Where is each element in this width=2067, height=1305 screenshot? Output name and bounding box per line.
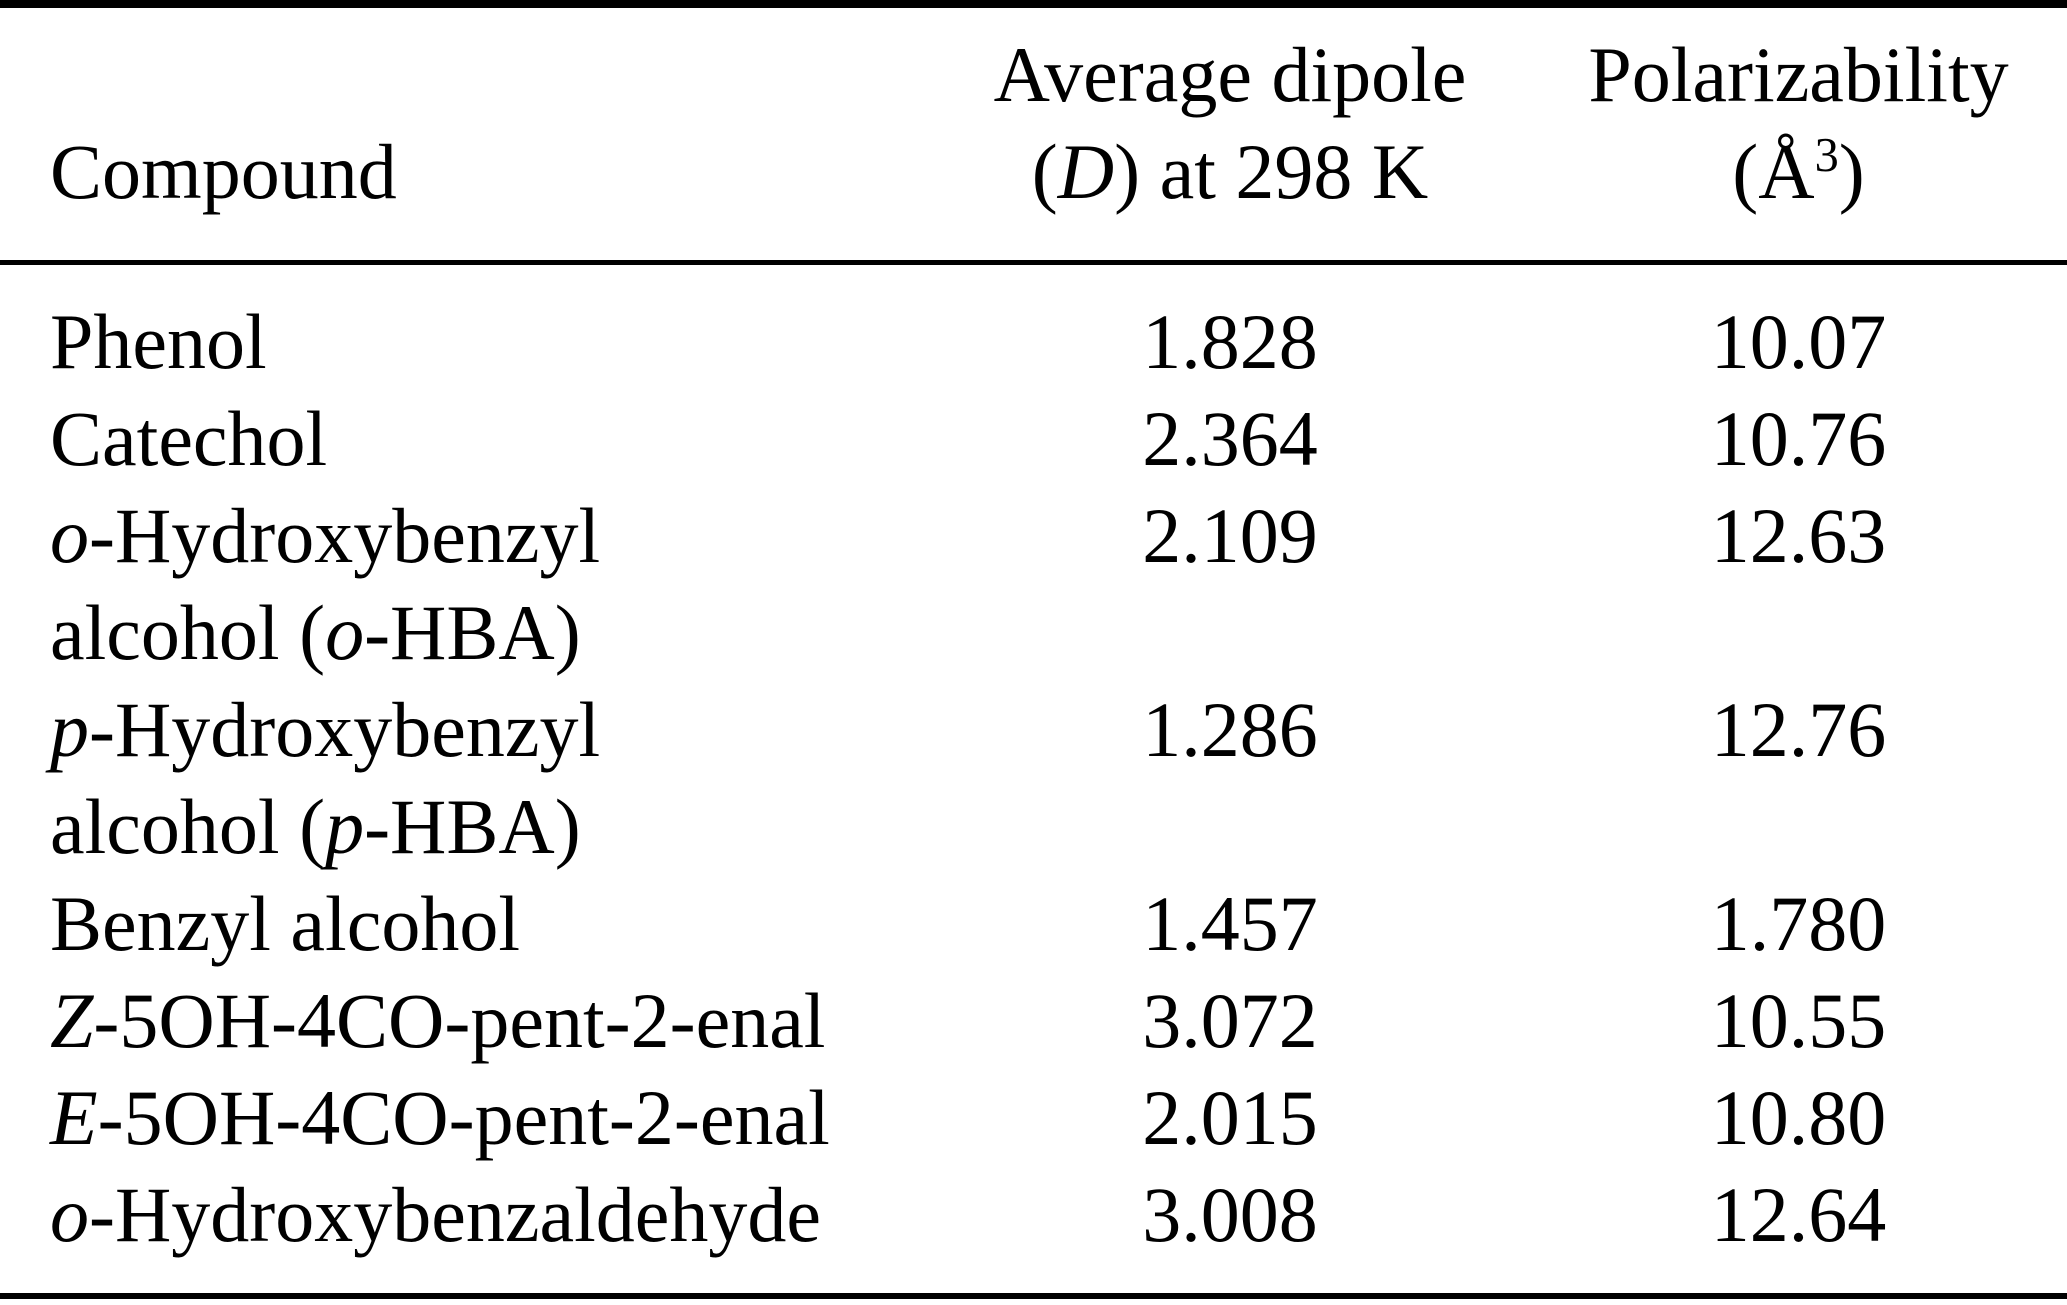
table-top-rule <box>0 0 2067 8</box>
header-dipole-line1: Average dipole <box>993 31 1467 118</box>
text-segment: Benzyl alcohol <box>50 880 521 967</box>
text-segment: o <box>325 589 365 676</box>
compound-name-line: Phenol <box>50 293 990 390</box>
polarizability-value: 1.780 <box>1710 880 1887 967</box>
compound-cell: Benzyl alcohol <box>0 875 990 972</box>
compound-name-line: alcohol (p-HBA) <box>50 778 990 875</box>
dipole-value: 2.015 <box>1142 1074 1318 1161</box>
compound-name-line: Benzyl alcohol <box>50 875 990 972</box>
polarizability-value: 12.64 <box>1710 1171 1887 1258</box>
text-segment: -HBA) <box>364 783 581 870</box>
compound-name-line: Z-5OH-4CO-pent-2-enal <box>50 972 990 1069</box>
dipole-value: 3.008 <box>1142 1171 1318 1258</box>
compound-cell: Z-5OH-4CO-pent-2-enal <box>0 972 990 1069</box>
text-segment: E <box>50 1074 98 1161</box>
dipole-value: 3.072 <box>1142 977 1318 1064</box>
compound-cell: o-Hydroxybenzaldehyde <box>0 1166 990 1263</box>
table-body: Phenol 1.828 10.07 Catechol 2.364 10.76 o-Hydr… <box>0 265 2067 1263</box>
text-segment: 3 <box>1814 129 1839 182</box>
header-polarizability-line1: Polarizability <box>1588 31 2009 118</box>
dipole-value: 2.109 <box>1142 492 1318 579</box>
compound-name-line: o-Hydroxybenzaldehyde <box>50 1166 990 1263</box>
table-row: Phenol 1.828 10.07 <box>0 293 2067 390</box>
text-segment: ) at 298 K <box>1114 128 1429 215</box>
text-segment: ( <box>1031 128 1058 215</box>
header-dipole-line2: (D) at 298 K <box>990 123 1470 220</box>
table-row: Z-5OH-4CO-pent-2-enal 3.072 10.55 <box>0 972 2067 1069</box>
table-row: o-Hydroxybenzaldehyde 3.008 12.64 <box>0 1166 2067 1263</box>
text-segment: Catechol <box>50 395 328 482</box>
compound-name-line: alcohol (o-HBA) <box>50 584 990 681</box>
compound-name-line: o-Hydroxybenzyl <box>50 487 990 584</box>
compound-cell: Catechol <box>0 390 990 487</box>
text-segment: -HBA) <box>364 589 581 676</box>
table-row: p-Hydroxybenzyl alcohol (p-HBA) 1.286 12.76 <box>0 681 2067 875</box>
compound-name-line: Catechol <box>50 390 990 487</box>
text-segment: o <box>50 1171 89 1258</box>
header-polarizability: Polarizability (Å3) <box>1470 26 2067 220</box>
text-segment: D <box>1057 128 1115 215</box>
table-row: Catechol 2.364 10.76 <box>0 390 2067 487</box>
text-segment: -Hydroxybenzaldehyde <box>89 1171 822 1258</box>
dipole-value: 1.286 <box>1142 686 1318 773</box>
text-segment: Z <box>50 977 94 1064</box>
text-segment: -Hydroxybenzyl <box>89 492 601 579</box>
table-row: Benzyl alcohol 1.457 1.780 <box>0 875 2067 972</box>
dipole-value: 1.457 <box>1142 880 1318 967</box>
text-segment: ) <box>1838 128 1865 215</box>
compound-cell: p-Hydroxybenzyl alcohol (p-HBA) <box>0 681 990 875</box>
polarizability-value: 12.76 <box>1710 686 1887 773</box>
compound-cell: Phenol <box>0 293 990 390</box>
text-segment: o <box>50 492 89 579</box>
table-bottom-rule <box>0 1293 2067 1299</box>
table-header-row: Compound Average dipole (D) at 298 K Pol… <box>0 8 2067 260</box>
polarizability-value: 10.55 <box>1710 977 1887 1064</box>
header-compound: Compound <box>0 123 990 220</box>
text-segment: -Hydroxybenzyl <box>89 686 601 773</box>
table-row: o-Hydroxybenzyl alcohol (o-HBA) 2.109 12.63 <box>0 487 2067 681</box>
dipole-value: 2.364 <box>1142 395 1318 482</box>
polarizability-value: 10.80 <box>1710 1074 1887 1161</box>
compound-cell: o-Hydroxybenzyl alcohol (o-HBA) <box>0 487 990 681</box>
text-segment: (Å <box>1732 128 1815 215</box>
compound-name-line: E-5OH-4CO-pent-2-enal <box>50 1069 990 1166</box>
polarizability-value: 12.63 <box>1710 492 1887 579</box>
text-segment: -5OH-4CO-pent-2-enal <box>97 1074 830 1161</box>
text-segment: p <box>50 686 89 773</box>
text-segment: p <box>325 783 365 870</box>
header-polarizability-line2: (Å3) <box>1530 123 2067 220</box>
text-segment: alcohol ( <box>50 589 326 676</box>
polarizability-value: 10.07 <box>1710 298 1887 385</box>
polarizability-value: 10.76 <box>1710 395 1887 482</box>
table-header-separator-rule <box>0 260 2067 265</box>
text-segment: Phenol <box>50 298 267 385</box>
table-row: E-5OH-4CO-pent-2-enal 2.015 10.80 <box>0 1069 2067 1166</box>
text-segment: alcohol ( <box>50 783 326 870</box>
text-segment: -5OH-4CO-pent-2-enal <box>93 977 826 1064</box>
dipole-value: 1.828 <box>1142 298 1318 385</box>
compound-cell: E-5OH-4CO-pent-2-enal <box>0 1069 990 1166</box>
header-compound-label: Compound <box>50 128 397 215</box>
compound-name-line: p-Hydroxybenzyl <box>50 681 990 778</box>
header-average-dipole: Average dipole (D) at 298 K <box>990 26 1470 220</box>
